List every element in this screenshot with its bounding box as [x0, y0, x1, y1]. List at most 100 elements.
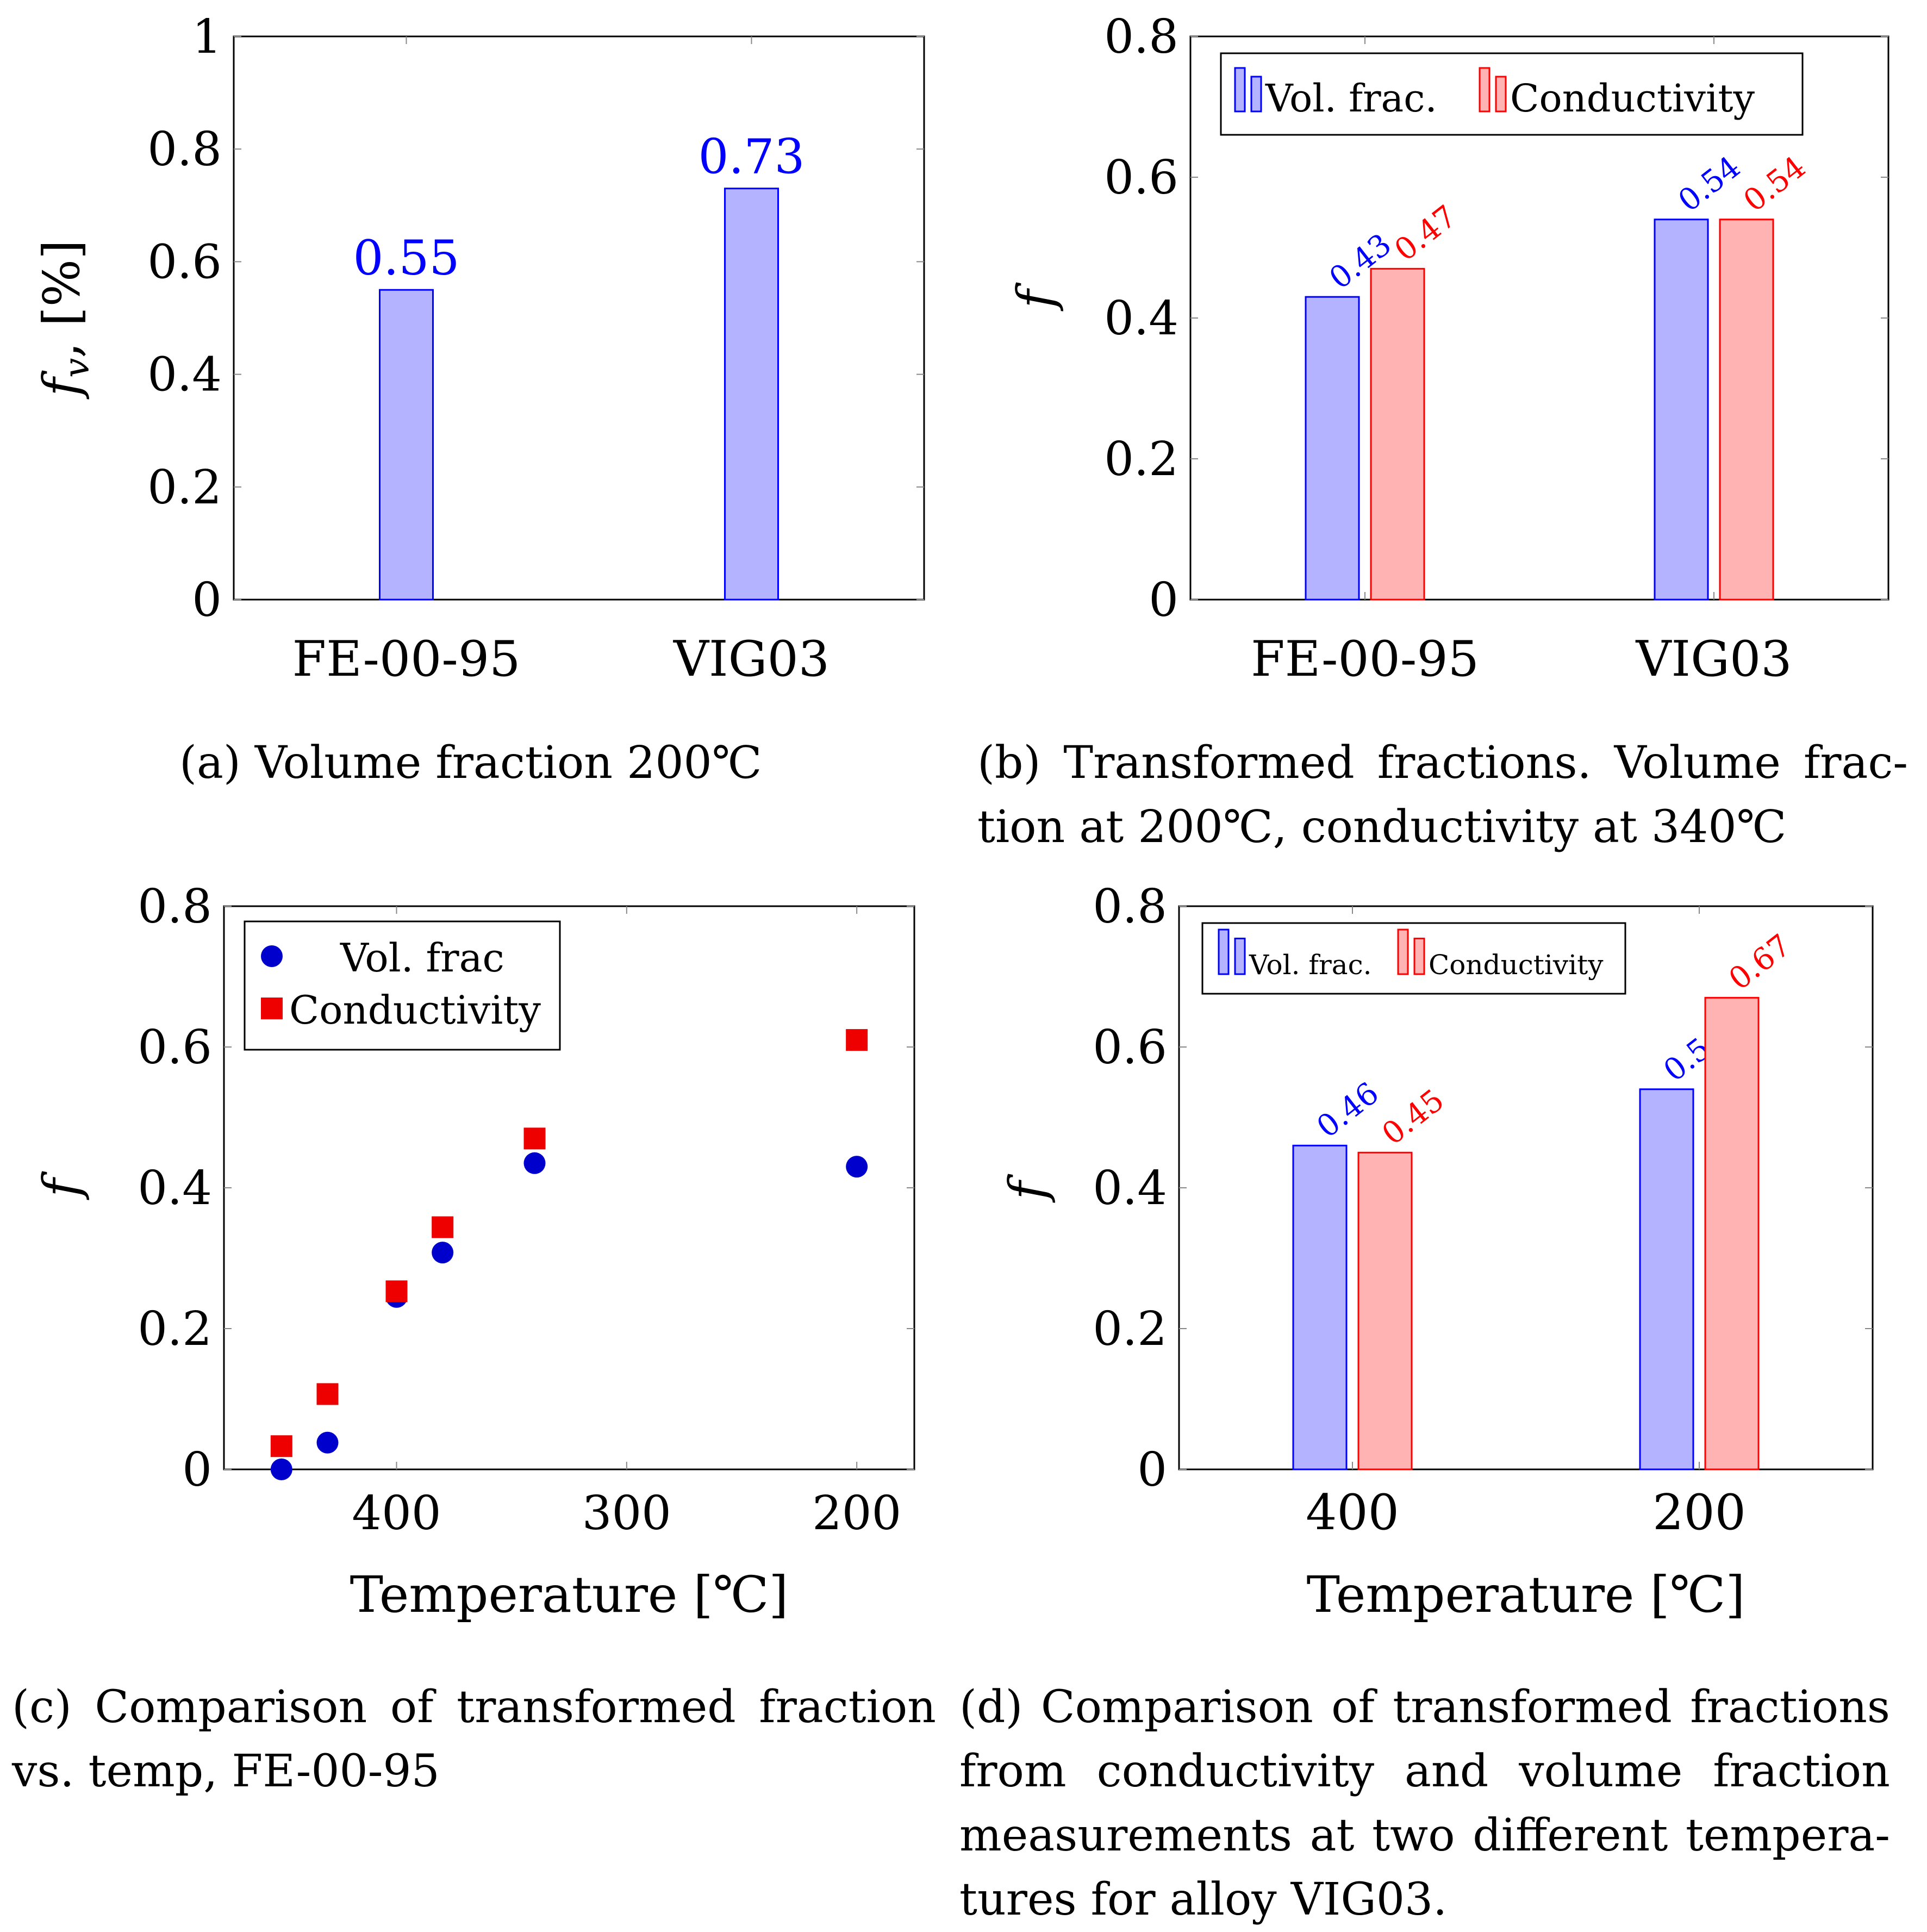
b-legend-swatch [1479, 67, 1491, 113]
c-point-volfrac [270, 1459, 292, 1480]
c-ytick-label: 0.8 [138, 880, 212, 934]
d-bar-label: 0.67 [1723, 927, 1798, 997]
b-legend-swatch [1495, 76, 1507, 113]
caption-b: (b) Transformed fractions. Volume frac- … [977, 731, 1908, 859]
caption-a-line: (a) Volume fraction 200℃ [179, 737, 762, 789]
d-bar-volfrac [1639, 1088, 1694, 1470]
b-bar-volfrac [1654, 219, 1709, 601]
caption-a: (a) Volume fraction 200℃ [179, 731, 886, 795]
a-ytick-label: 0.4 [147, 348, 222, 402]
b-legend-swatch [1250, 76, 1262, 113]
c-point-conductivity [523, 1127, 546, 1150]
b-legend-label: Vol. frac. [1265, 76, 1437, 121]
d-legend-swatch [1234, 937, 1246, 975]
d-bar-label: 0.45 [1376, 1082, 1451, 1152]
c-ytick-label: 0.2 [138, 1302, 212, 1356]
caption-b-line-1: (b) Transformed fractions. Volume frac- [977, 737, 1908, 789]
c-point-conductivity [385, 1280, 408, 1302]
b-legend-swatch [1234, 67, 1246, 113]
b-ytick-label: 0.8 [1104, 10, 1178, 64]
a-bar-volfrac [724, 188, 779, 601]
b-ytick-label: 0.4 [1104, 291, 1178, 346]
c-point-volfrac [846, 1156, 868, 1178]
d-bar-volfrac [1292, 1144, 1348, 1470]
caption-c: (c) Comparison of transformed fraction v… [12, 1675, 936, 1804]
d-bar-label: 0.46 [1311, 1075, 1386, 1145]
b-bar-conductivity [1719, 219, 1774, 601]
c-ylabel: f [33, 1171, 91, 1200]
d-ytick-label: 0.8 [1093, 880, 1167, 934]
b-bar-label: 0.54 [1672, 149, 1747, 219]
d-xtick-label: 200 [1652, 1484, 1746, 1541]
a-ytick-label: 0.2 [147, 460, 222, 515]
d-bar-conductivity [1357, 1151, 1413, 1470]
c-point-conductivity [846, 1029, 868, 1051]
b-bar-volfrac [1305, 296, 1360, 601]
caption-d-line-2: from conductivity and volume fraction [959, 1746, 1890, 1797]
c-point-volfrac [432, 1242, 454, 1264]
a-ytick-label: 0 [192, 573, 222, 627]
c-legend-marker-circle [261, 945, 283, 967]
a-ytick-label: 0.8 [147, 122, 222, 177]
a-xtick-label: VIG03 [673, 631, 830, 688]
c-ytick-label: 0.4 [138, 1161, 212, 1216]
c-xtick-label: 300 [582, 1486, 671, 1541]
a-xtick-label: FE-00-95 [292, 631, 521, 688]
c-point-conductivity [432, 1216, 454, 1238]
c-ytick-label: 0.6 [138, 1020, 212, 1075]
c-legend-marker-square [261, 998, 283, 1019]
b-ylabel: f [1007, 282, 1065, 311]
b-bar-label: 0.54 [1737, 149, 1812, 219]
a-bar-label: 0.73 [699, 129, 805, 185]
c-point-conductivity [316, 1383, 339, 1405]
c-point-conductivity [270, 1435, 292, 1457]
a-bar-label: 0.55 [353, 230, 460, 286]
c-ytick-label: 0 [182, 1443, 212, 1497]
b-legend-label: Conductivity [1510, 76, 1755, 121]
caption-c-line-2: vs. temp, FE-00-95 [12, 1746, 440, 1797]
caption-c-line-1: (c) Comparison of transformed fraction [12, 1681, 936, 1733]
d-ytick-label: 0 [1137, 1443, 1167, 1497]
c-point-volfrac [316, 1431, 339, 1454]
a-plot-frame [233, 35, 925, 601]
b-xtick-label: FE-00-95 [1251, 631, 1479, 688]
d-legend-label: Conductivity [1429, 949, 1604, 981]
c-point-volfrac [523, 1152, 546, 1174]
chart-a-volume-fraction: 0 0.2 0.4 0.6 0.8 1 FE-00-95 VIG03 0.55 0.73 fv, [… [33, 10, 925, 688]
caption-d-line-4: tures for alloy VIG03. [959, 1874, 1448, 1925]
d-legend-label: Vol. frac. [1249, 949, 1372, 981]
a-ytick-label: 0.6 [147, 235, 222, 289]
c-xtick-label: 400 [352, 1486, 441, 1541]
b-bar-conductivity [1370, 267, 1425, 601]
b-legend [1220, 52, 1804, 136]
d-ytick-label: 0.6 [1093, 1020, 1167, 1075]
d-legend-swatch [1397, 928, 1409, 975]
d-xtick-label: 400 [1306, 1484, 1399, 1541]
a-ytick-label: 1 [192, 10, 222, 64]
c-legend [244, 920, 561, 1051]
d-legend-swatch [1218, 928, 1230, 975]
caption-b-line-2: tion at 200℃, conductivity at 340℃ [977, 801, 1787, 853]
c-xtick-label: 200 [812, 1486, 901, 1541]
chart-b-transformed-fractions: 00.20.40.60.8FE-00-95 VIG030.430.540.470.… [1007, 10, 1889, 688]
b-ytick-label: 0 [1149, 573, 1178, 627]
c-legend-label: Vol. frac [340, 935, 504, 981]
caption-d-line-3: measurements at two different tempera- [959, 1810, 1890, 1861]
chart-c-transformed-fraction-vs-temp: 0 0.2 0.4 0.6 0.8 400 300 200 Temperature [℃] f Vo… [33, 880, 915, 1624]
a-ylabel: fv, [%] [33, 240, 97, 400]
d-ytick-label: 0.2 [1093, 1302, 1167, 1356]
d-bar-conductivity [1704, 996, 1760, 1470]
b-bar-label: 0.47 [1388, 198, 1463, 268]
c-legend-label: Conductivity [289, 987, 541, 1033]
b-ytick-label: 0.6 [1104, 151, 1178, 205]
a-bar-volfrac [379, 289, 434, 601]
d-ylabel: f [999, 1174, 1057, 1203]
caption-d-line-1: (d) Comparison of transformed fractions [959, 1681, 1890, 1733]
c-xlabel: Temperature [℃] [350, 1566, 789, 1624]
b-ytick-label: 0.2 [1104, 432, 1178, 487]
d-xlabel: Temperature [℃] [1307, 1566, 1745, 1624]
b-xtick-label: VIG03 [1636, 631, 1792, 688]
d-legend-swatch [1413, 937, 1425, 975]
caption-d: (d) Comparison of transformed fractions … [959, 1675, 1890, 1932]
